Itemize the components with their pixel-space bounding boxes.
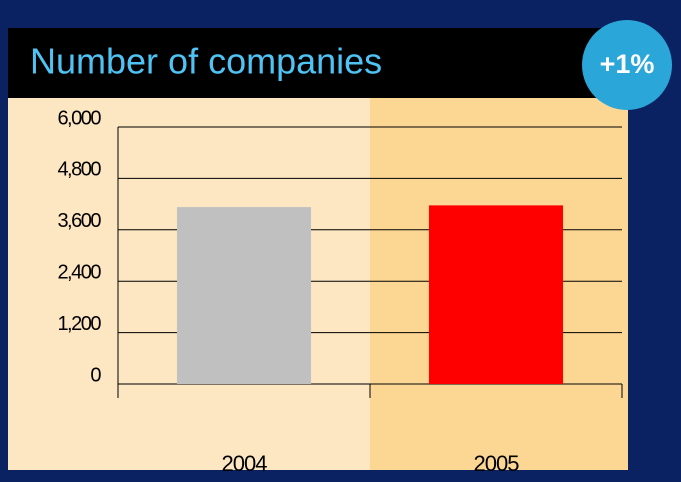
- badge: [582, 20, 672, 110]
- title-bar: [8, 28, 608, 98]
- bar: [176, 207, 312, 384]
- chart-title: Number of companies: [30, 41, 382, 82]
- x-tick-label: 2005: [474, 451, 520, 476]
- y-tick-label: 3,600: [57, 210, 101, 232]
- y-tick-label: 4,800: [57, 159, 101, 181]
- bar: [428, 205, 564, 384]
- badge-label: +1%: [600, 49, 655, 79]
- x-tick-label: 2004: [222, 451, 268, 476]
- y-tick-label: 0: [90, 364, 101, 386]
- y-tick-label: 6,000: [57, 107, 101, 129]
- y-tick-label: 1,200: [57, 313, 101, 335]
- y-tick-label: 2,400: [57, 261, 101, 283]
